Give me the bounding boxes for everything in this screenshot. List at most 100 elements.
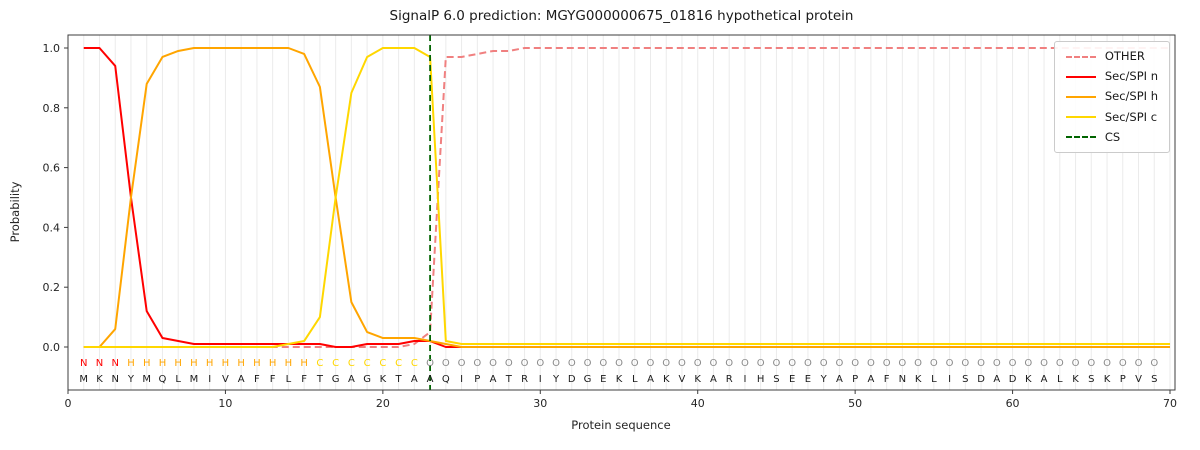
region-letter: N xyxy=(80,358,87,369)
region-letter: O xyxy=(552,358,560,369)
x-tick-label: 0 xyxy=(65,397,72,410)
sequence-letter: V xyxy=(679,374,686,385)
sequence-letter: S xyxy=(1088,374,1094,385)
sequence-letter: Q xyxy=(159,374,167,385)
region-letter: C xyxy=(379,358,386,369)
region-letter: O xyxy=(615,358,623,369)
legend-entry-sec-spi-c: Sec/SPI c xyxy=(1065,109,1158,124)
sequence-letter: D xyxy=(1009,374,1017,385)
region-letter: O xyxy=(458,358,466,369)
axis-ticks: 0.0 0.2 0.4 0.6 0.8 1.0 0 10 20 30 40 50 60 70 xyxy=(43,42,1178,410)
sequence-letter: A xyxy=(427,374,434,385)
region-letter: O xyxy=(898,358,906,369)
residue-letters: NMNKNNHYHMHQHLHMHIHVHAHFHFHLHFCTCGCACGCK… xyxy=(79,358,1158,385)
sequence-letter: E xyxy=(805,374,811,385)
sequence-letter: S xyxy=(773,374,779,385)
x-tick-label: 70 xyxy=(1163,397,1177,410)
region-letter: O xyxy=(883,358,891,369)
region-letter: O xyxy=(788,358,796,369)
probability-curves xyxy=(83,47,1170,348)
sequence-letter: K xyxy=(1025,374,1032,385)
region-letter: O xyxy=(993,358,1001,369)
sequence-letter: P xyxy=(852,374,858,385)
region-letter: O xyxy=(930,358,938,369)
region-letter: O xyxy=(1072,358,1080,369)
region-letter: O xyxy=(820,358,828,369)
region-letter: H xyxy=(206,358,214,369)
sequence-letter: I xyxy=(208,374,211,385)
legend-line-sample-sec-spi-c xyxy=(1065,116,1096,119)
sequence-letter: Y xyxy=(127,374,135,385)
sequence-letter: K xyxy=(915,374,922,385)
sequence-letter: F xyxy=(301,374,307,385)
legend: OTHER Sec/SPI n Sec/SPI h Sec/SPI c CS xyxy=(1053,41,1170,154)
region-letter: O xyxy=(835,358,843,369)
sequence-letter: E xyxy=(600,374,606,385)
sequence-letter: N xyxy=(111,374,118,385)
sequence-letter: A xyxy=(836,374,843,385)
region-letter: O xyxy=(1103,358,1111,369)
legend-entry-sec-spi-n: Sec/SPI n xyxy=(1065,69,1158,84)
legend-label-sec-spi-c: Sec/SPI c xyxy=(1104,109,1158,124)
x-tick-label: 30 xyxy=(533,397,547,410)
sequence-letter: Y xyxy=(552,374,560,385)
x-axis-label: Protein sequence xyxy=(571,418,670,432)
sequence-letter: M xyxy=(190,374,199,385)
sequence-letter: K xyxy=(380,374,387,385)
sequence-letter: F xyxy=(884,374,890,385)
x-tick-label: 20 xyxy=(376,397,390,410)
region-letter: O xyxy=(851,358,859,369)
region-letter: O xyxy=(1135,358,1143,369)
region-letter: H xyxy=(222,358,230,369)
series-line-sec-spi-h xyxy=(83,47,1170,348)
sequence-letter: I xyxy=(539,374,542,385)
region-letter: O xyxy=(1087,358,1095,369)
region-letter: C xyxy=(332,358,339,369)
sequence-letter: A xyxy=(867,374,874,385)
legend-label-other: OTHER xyxy=(1104,49,1145,63)
sequence-letter: F xyxy=(254,374,260,385)
region-letter: C xyxy=(411,358,418,369)
legend-label-sec-spi-n: Sec/SPI n xyxy=(1104,69,1158,84)
region-letter: O xyxy=(678,358,686,369)
sequence-letter: L xyxy=(931,374,937,385)
x-tick-label: 40 xyxy=(691,397,705,410)
legend-label-sec-spi-h: Sec/SPI h xyxy=(1104,89,1158,104)
sequence-letter: I xyxy=(460,374,463,385)
region-letter: C xyxy=(395,358,402,369)
sequence-letter: G xyxy=(363,374,371,385)
x-tick-label: 10 xyxy=(218,397,232,410)
region-letter: O xyxy=(631,358,639,369)
sequence-letter: K xyxy=(1104,374,1111,385)
sequence-letter: Y xyxy=(820,374,828,385)
sequence-letter: T xyxy=(505,374,513,385)
region-letter: H xyxy=(127,358,135,369)
region-letter: C xyxy=(316,358,323,369)
region-letter: O xyxy=(505,358,513,369)
sequence-letter: M xyxy=(142,374,151,385)
sequence-letter: P xyxy=(1120,374,1126,385)
sequence-letter: M xyxy=(79,374,88,385)
region-letter: O xyxy=(1009,358,1017,369)
region-letter: O xyxy=(647,358,655,369)
region-letter: O xyxy=(1119,358,1127,369)
legend-line-sample-other xyxy=(1065,55,1096,58)
region-letter: N xyxy=(96,358,103,369)
region-letter: O xyxy=(867,358,875,369)
legend-line-sample-sec-spi-n xyxy=(1065,75,1096,78)
axes-frame xyxy=(67,34,1176,391)
region-letter: O xyxy=(757,358,765,369)
sequence-letter: K xyxy=(96,374,103,385)
region-letter: O xyxy=(1040,358,1048,369)
x-tick-label: 50 xyxy=(848,397,862,410)
region-letter: H xyxy=(285,358,293,369)
region-letter: H xyxy=(253,358,261,369)
y-tick-label: 0.4 xyxy=(43,221,61,234)
region-letter: O xyxy=(772,358,780,369)
region-letter: O xyxy=(536,358,544,369)
sequence-letter: A xyxy=(348,374,355,385)
region-letter: O xyxy=(599,358,607,369)
y-tick-label: 0.6 xyxy=(43,162,61,175)
region-letter: O xyxy=(442,358,450,369)
